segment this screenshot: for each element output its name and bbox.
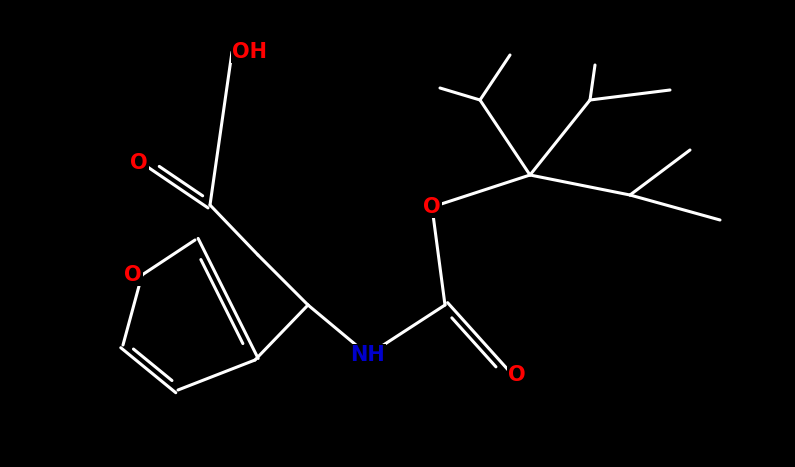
Text: O: O xyxy=(124,265,142,285)
Text: NH: NH xyxy=(351,345,386,365)
Text: O: O xyxy=(130,153,148,173)
Text: OH: OH xyxy=(232,42,267,62)
Text: O: O xyxy=(423,197,440,217)
Text: O: O xyxy=(508,365,525,385)
